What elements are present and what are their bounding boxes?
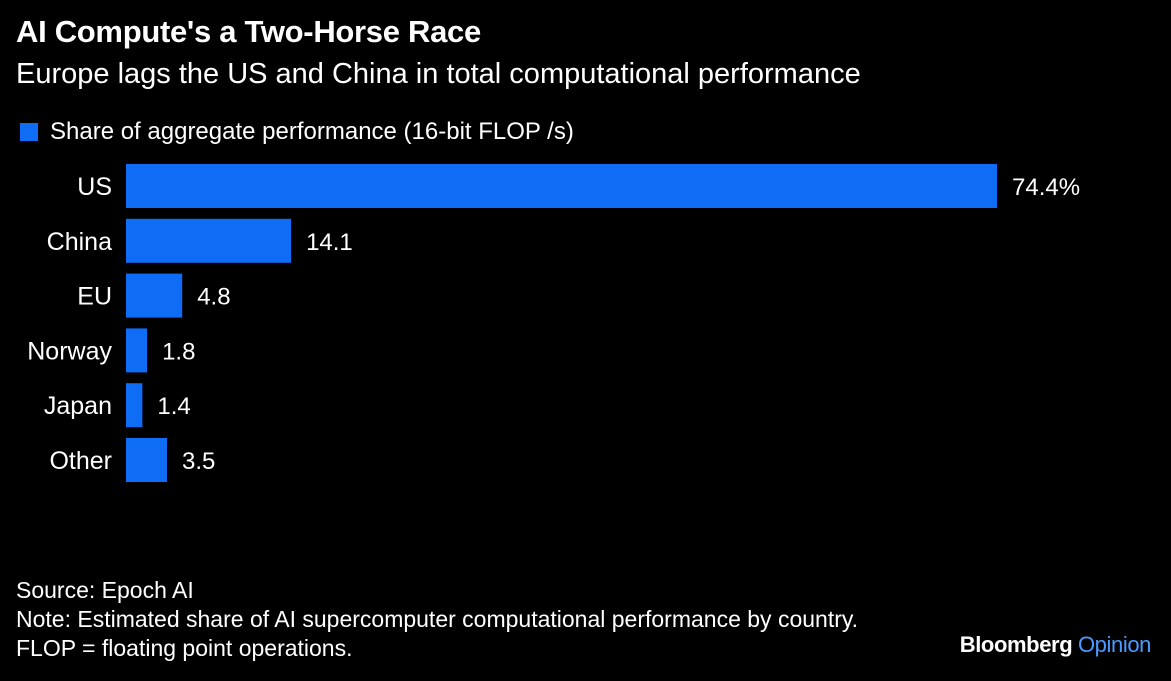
- category-label-japan: Japan: [44, 392, 112, 420]
- value-label-china: 14.1: [306, 229, 353, 256]
- category-label-us: US: [77, 173, 112, 201]
- bar-norway: [126, 328, 148, 373]
- bar-other: [126, 438, 167, 482]
- category-label-eu: EU: [77, 283, 112, 311]
- legend-swatch: [20, 123, 38, 141]
- brand-primary: Bloomberg: [959, 632, 1073, 657]
- brand-secondary: Opinion: [1077, 632, 1151, 657]
- chart-title: AI Compute's a Two-Horse Race: [16, 14, 481, 49]
- bar-eu: [126, 273, 183, 318]
- value-label-norway: 1.8: [162, 338, 195, 365]
- bar-china: [126, 218, 292, 263]
- source-text: Source: Epoch AI: [16, 577, 194, 603]
- note-text: Note: Estimated share of AI supercompute…: [16, 606, 859, 661]
- value-label-eu: 4.8: [197, 284, 230, 311]
- chart-subtitle: Europe lags the US and China in total co…: [16, 58, 861, 90]
- category-label-norway: Norway: [27, 337, 112, 365]
- bar-chart: US 74.4% China 14.1 EU 4.8 Norway 1.8 Japan 1.4 Ot…: [27, 164, 1080, 482]
- value-label-japan: 1.4: [157, 393, 190, 420]
- bar-japan: [126, 383, 143, 428]
- value-label-us: 74.4%: [1012, 174, 1080, 201]
- chart-legend: Share of aggregate performance (16-bit F…: [20, 118, 574, 146]
- value-label-other: 3.5: [182, 448, 215, 475]
- legend-label: Share of aggregate performance (16-bit F…: [50, 118, 574, 145]
- category-label-china: China: [47, 228, 112, 256]
- bloomberg-opinion-logo: Bloomberg Opinion: [959, 632, 1152, 658]
- category-label-other: Other: [49, 447, 112, 475]
- bar-us: [126, 164, 997, 208]
